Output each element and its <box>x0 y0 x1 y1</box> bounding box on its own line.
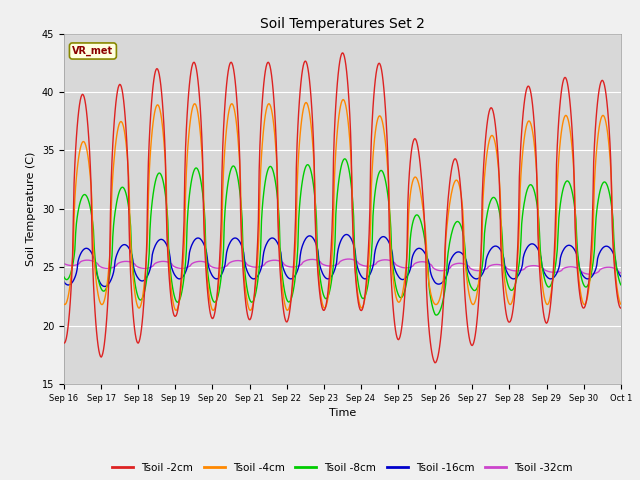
X-axis label: Time: Time <box>329 408 356 418</box>
Y-axis label: Soil Temperature (C): Soil Temperature (C) <box>26 152 36 266</box>
Text: VR_met: VR_met <box>72 46 113 56</box>
Title: Soil Temperatures Set 2: Soil Temperatures Set 2 <box>260 17 425 31</box>
Legend: Tsoil -2cm, Tsoil -4cm, Tsoil -8cm, Tsoil -16cm, Tsoil -32cm: Tsoil -2cm, Tsoil -4cm, Tsoil -8cm, Tsoi… <box>108 458 577 477</box>
